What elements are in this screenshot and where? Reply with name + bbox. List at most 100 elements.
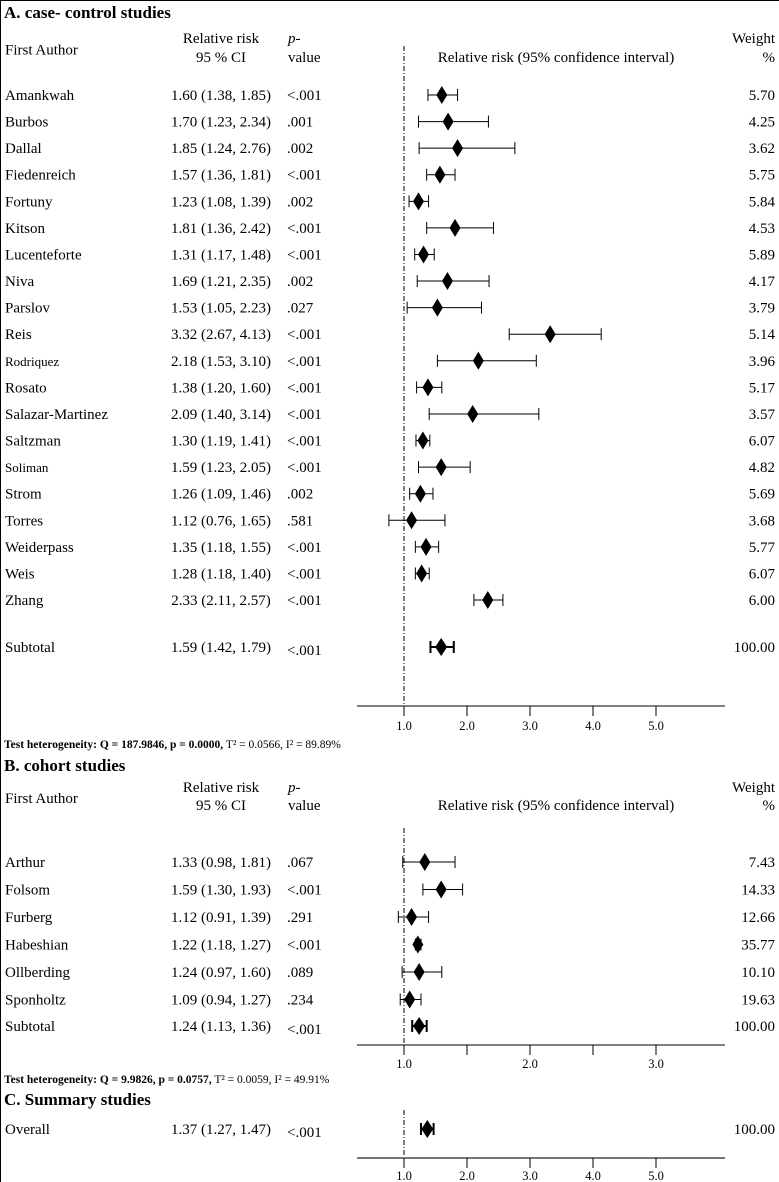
point-estimate-diamond bbox=[452, 139, 464, 158]
study-estimate bbox=[401, 963, 443, 981]
subtotal-rr-ci: 1.24 (1.13, 1.36) bbox=[171, 1019, 271, 1035]
study-rr-ci: 1.23 (1.08, 1.39) bbox=[171, 194, 271, 210]
x-tick-label: 4.0 bbox=[585, 1169, 601, 1182]
study-rr-ci: 1.70 (1.23, 2.34) bbox=[171, 115, 271, 131]
study-rr-ci: 1.60 (1.38, 1.85) bbox=[171, 88, 271, 104]
study-estimate bbox=[426, 218, 494, 237]
study-weight: 5.84 bbox=[749, 194, 776, 210]
study-estimate bbox=[409, 484, 434, 503]
study-rr-ci: 1.81 (1.36, 2.42) bbox=[171, 221, 271, 237]
study-author: Weis bbox=[5, 566, 35, 582]
column-header-value: value bbox=[288, 50, 321, 66]
study-estimate bbox=[428, 404, 540, 423]
study-estimate bbox=[414, 245, 435, 264]
heterogeneity-q: Q = 9.9826, bbox=[100, 1074, 156, 1086]
column-header-plot: Relative risk (95% confidence interval) bbox=[438, 798, 675, 814]
point-estimate-diamond bbox=[482, 591, 494, 610]
subtotal-weight: 100.00 bbox=[734, 640, 775, 656]
study-estimate bbox=[417, 458, 471, 477]
study-weight: 4.25 bbox=[749, 115, 775, 131]
study-weight: 6.07 bbox=[749, 566, 776, 582]
study-estimate bbox=[416, 272, 490, 291]
study-weight: 19.63 bbox=[741, 993, 775, 1009]
column-header-author: First Author bbox=[5, 43, 78, 59]
study-p-value: <.001 bbox=[287, 88, 322, 104]
point-estimate-diamond bbox=[441, 272, 453, 291]
study-p-value: .027 bbox=[287, 301, 314, 317]
study-weight: 3.79 bbox=[749, 301, 775, 317]
column-header-weight-percent: % bbox=[763, 50, 776, 66]
x-tick-label: 3.0 bbox=[648, 1057, 664, 1071]
study-estimate bbox=[426, 165, 456, 184]
study-rr-ci: 1.57 (1.36, 1.81) bbox=[171, 168, 271, 184]
study-p-value: <.001 bbox=[287, 221, 322, 237]
heterogeneity-test: Test heterogeneity: Q = 9.9826, p = 0.07… bbox=[4, 1074, 330, 1086]
study-weight: 5.17 bbox=[749, 380, 776, 396]
point-estimate-diamond bbox=[449, 218, 461, 237]
heterogeneity-test: Test heterogeneity: Q = 187.9846, p = 0.… bbox=[4, 739, 341, 751]
column-header-rr: Relative risk bbox=[183, 31, 260, 47]
study-estimate bbox=[508, 325, 602, 344]
study-weight: 5.77 bbox=[749, 540, 776, 556]
subtotal-p-value: <.001 bbox=[287, 1125, 322, 1141]
heterogeneity-i2: I² = 89.89% bbox=[286, 739, 341, 751]
heterogeneity-label: Test heterogeneity: bbox=[4, 1074, 97, 1086]
study-rr-ci: 1.38 (1.20, 1.60) bbox=[171, 380, 271, 396]
study-author: Furberg bbox=[5, 910, 53, 926]
x-tick-label: 2.0 bbox=[459, 719, 475, 733]
study-author: Salazar-Martinez bbox=[5, 407, 108, 423]
x-tick-label: 2.0 bbox=[522, 1057, 538, 1071]
study-author: Dallal bbox=[5, 141, 42, 157]
study-rr-ci: 1.09 (0.94, 1.27) bbox=[171, 993, 271, 1009]
study-author: Soliman bbox=[5, 460, 49, 475]
study-estimate bbox=[408, 192, 430, 211]
study-p-value: <.001 bbox=[287, 247, 322, 263]
point-estimate-diamond bbox=[418, 245, 430, 264]
study-rr-ci: 1.12 (0.76, 1.65) bbox=[171, 513, 271, 529]
study-rr-ci: 1.69 (1.21, 2.35) bbox=[171, 274, 271, 290]
study-estimate bbox=[399, 990, 422, 1009]
heterogeneity-t2: T² = 0.0566, bbox=[226, 739, 283, 751]
study-author: Parslov bbox=[5, 301, 51, 317]
point-estimate-diamond bbox=[419, 853, 431, 871]
study-p-value: .002 bbox=[287, 487, 313, 503]
study-p-value: <.001 bbox=[287, 938, 322, 954]
study-weight: 7.43 bbox=[749, 855, 775, 871]
subtotal-weight: 100.00 bbox=[734, 1122, 775, 1138]
point-estimate-diamond bbox=[544, 325, 556, 344]
study-estimate bbox=[427, 86, 459, 104]
subtotal-p-value: <.001 bbox=[287, 1022, 322, 1038]
study-rr-ci: 2.33 (2.11, 2.57) bbox=[171, 593, 270, 609]
study-p-value: .089 bbox=[287, 965, 313, 981]
study-author: Rodriquez bbox=[5, 354, 59, 369]
point-estimate-diamond bbox=[442, 112, 454, 131]
study-author: Amankwah bbox=[5, 88, 75, 104]
panel-title: B. cohort studies bbox=[4, 756, 126, 775]
point-estimate-diamond bbox=[467, 404, 479, 423]
study-weight: 4.17 bbox=[749, 274, 776, 290]
point-estimate-diamond bbox=[414, 484, 426, 503]
subtotal-label: Subtotal bbox=[5, 1019, 55, 1035]
point-estimate-diamond bbox=[435, 638, 448, 656]
point-estimate-diamond bbox=[422, 378, 434, 397]
study-rr-ci: 1.31 (1.17, 1.48) bbox=[171, 247, 271, 263]
study-weight: 3.62 bbox=[749, 141, 775, 157]
panel-title: C. Summary studies bbox=[4, 1090, 151, 1109]
heterogeneity-label: Test heterogeneity: bbox=[4, 739, 97, 751]
study-author: Zhang bbox=[5, 593, 44, 609]
point-estimate-diamond bbox=[406, 511, 418, 530]
study-p-value: <.001 bbox=[287, 168, 322, 184]
study-author: Torres bbox=[5, 513, 43, 529]
study-p-value: .002 bbox=[287, 194, 313, 210]
study-rr-ci: 1.59 (1.23, 2.05) bbox=[171, 460, 271, 476]
study-author: Arthur bbox=[5, 855, 45, 871]
x-tick-label: 1.0 bbox=[396, 1169, 412, 1182]
study-estimate bbox=[412, 935, 424, 954]
study-author: Saltzman bbox=[5, 434, 61, 450]
study-weight: 35.77 bbox=[741, 938, 775, 954]
study-author: Reis bbox=[5, 327, 32, 343]
study-weight: 5.89 bbox=[749, 247, 775, 263]
study-weight: 5.70 bbox=[749, 88, 775, 104]
column-header-ci: 95 % CI bbox=[196, 798, 246, 814]
